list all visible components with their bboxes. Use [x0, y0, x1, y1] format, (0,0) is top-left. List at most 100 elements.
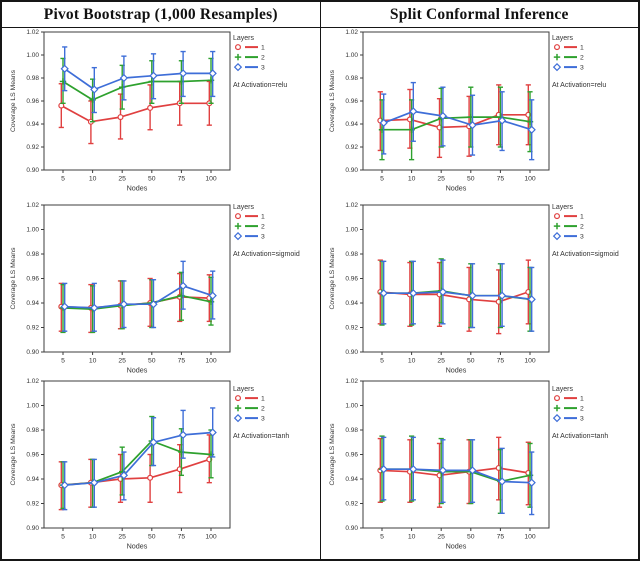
- y-tick-label: 0.98: [26, 75, 39, 82]
- column-title-pivot-bootstrap: Pivot Bootstrap (1,000 Resamples): [43, 5, 278, 23]
- chart-svg: 0.90 0.92 0.94 0.96 0.98 1.00 1.02 5 10 25 50 75 100…: [10, 202, 300, 375]
- y-tick-label: 0.90: [345, 525, 358, 532]
- series-line: [383, 468, 532, 484]
- chart-svg: 0.90 0.92 0.94 0.96 0.98 1.00 1.02 5 10 25 50 75 100…: [10, 29, 287, 192]
- activation-annotation: At Activation=tanh: [233, 433, 289, 440]
- y-tick-label: 0.96: [345, 276, 358, 283]
- x-tick-label: 50: [148, 176, 156, 183]
- panel-split-relu: 0.90 0.92 0.94 0.96 0.98 1.00 1.02 5 10 25 50 75 100…: [321, 28, 638, 193]
- legend-entry-label: 1: [580, 396, 584, 403]
- x-tick-label: 75: [178, 534, 186, 541]
- y-tick-label: 1.00: [26, 52, 39, 59]
- x-tick-label: 10: [408, 176, 416, 183]
- series-line: [62, 79, 212, 101]
- activation-annotation: At Activation=relu: [552, 82, 606, 89]
- y-tick-label: 0.98: [26, 251, 39, 258]
- y-tick-label: 0.90: [26, 349, 39, 356]
- legend: Layers 1 2 3: [552, 35, 584, 72]
- x-axis-label: Nodes: [446, 542, 467, 551]
- y-tick-label: 0.96: [26, 276, 39, 283]
- y-tick-label: 0.92: [345, 325, 358, 332]
- series-layer-3: [60, 46, 217, 114]
- legend-title: Layers: [552, 204, 574, 211]
- x-tick-label: 50: [467, 176, 475, 183]
- y-tick-label: 0.98: [345, 427, 358, 434]
- y-axis-label: Coverage LS Means: [329, 69, 336, 132]
- legend: Layers 1 2 3: [233, 204, 265, 241]
- y-axis-label: Coverage LS Means: [10, 69, 17, 132]
- series-layer-2: [378, 258, 534, 332]
- chart-svg: 0.90 0.92 0.94 0.96 0.98 1.00 1.02 5 10 25 50 75 100…: [329, 29, 606, 192]
- figure-header: Pivot Bootstrap (1,000 Resamples) Split …: [2, 2, 638, 28]
- x-tick-label: 25: [437, 358, 445, 365]
- legend-entry-label: 2: [580, 224, 584, 231]
- y-tick-label: 0.96: [345, 452, 358, 459]
- series-line: [383, 291, 532, 301]
- x-tick-label: 25: [118, 358, 126, 365]
- legend-entry-label: 2: [261, 224, 265, 231]
- series-line: [60, 102, 210, 123]
- x-tick-label: 100: [524, 534, 536, 541]
- axes: 0.90 0.92 0.94 0.96 0.98 1.00 1.02 5 10 25 50 75 100: [345, 202, 550, 365]
- x-tick-label: 10: [89, 534, 97, 541]
- legend: Layers 1 2 3: [552, 386, 584, 423]
- x-tick-label: 25: [437, 176, 445, 183]
- y-axis-label: Coverage LS Means: [10, 423, 17, 486]
- legend-entry-label: 3: [580, 416, 584, 423]
- y-tick-label: 0.92: [345, 144, 358, 151]
- series-layer-3: [60, 407, 217, 511]
- y-tick-label: 1.02: [345, 29, 358, 36]
- x-tick-label: 5: [380, 176, 384, 183]
- series-line: [382, 116, 531, 131]
- series-layer-3: [379, 81, 536, 161]
- activation-annotation: At Activation=relu: [233, 82, 287, 89]
- x-axis-label: Nodes: [127, 366, 148, 375]
- series-line: [64, 68, 213, 91]
- y-tick-label: 0.92: [345, 501, 358, 508]
- legend-title: Layers: [552, 386, 574, 393]
- y-tick-label: 0.94: [26, 121, 39, 128]
- y-tick-label: 1.02: [26, 202, 39, 209]
- column-title-split-conformal: Split Conformal Inference: [319, 2, 639, 27]
- series-layer-3: [60, 260, 217, 332]
- series-layer-2: [59, 271, 215, 334]
- column-split-conformal: 0.90 0.92 0.94 0.96 0.98 1.00 1.02 5 10 25 50 75 100…: [320, 28, 638, 559]
- series-line: [380, 113, 529, 129]
- legend-entry-label: 3: [580, 234, 584, 241]
- legend-title: Layers: [552, 35, 574, 42]
- x-tick-label: 25: [118, 534, 126, 541]
- series-line: [383, 110, 532, 131]
- panel-split-tanh: 0.90 0.92 0.94 0.96 0.98 1.00 1.02 5 10 25 50 75 100…: [321, 378, 638, 559]
- x-tick-label: 50: [148, 534, 156, 541]
- x-tick-label: 75: [178, 176, 186, 183]
- chart-svg: 0.90 0.92 0.94 0.96 0.98 1.00 1.02 5 10 25 50 75 100…: [10, 378, 289, 550]
- y-tick-label: 0.92: [26, 144, 39, 151]
- panel-split-sigmoid: 0.90 0.92 0.94 0.96 0.98 1.00 1.02 5 10 25 50 75 100…: [321, 193, 638, 378]
- y-tick-label: 0.90: [26, 167, 39, 174]
- x-tick-label: 25: [437, 534, 445, 541]
- chart-svg: 0.90 0.92 0.94 0.96 0.98 1.00 1.02 5 10 25 50 75 100…: [329, 202, 619, 374]
- y-tick-label: 0.96: [26, 98, 39, 105]
- y-tick-label: 1.00: [345, 52, 358, 59]
- series-line: [64, 285, 213, 309]
- series-layer-2: [378, 435, 534, 515]
- legend: Layers 1 2 3: [552, 204, 584, 241]
- x-tick-label: 25: [118, 176, 126, 183]
- y-tick-label: 0.90: [345, 349, 358, 356]
- x-tick-label: 5: [61, 358, 65, 365]
- panel-pivot-relu: 0.90 0.92 0.94 0.96 0.98 1.00 1.02 5 10 25 50 75 100…: [2, 28, 320, 193]
- y-tick-label: 1.02: [26, 29, 39, 36]
- series-layer-1: [58, 80, 213, 145]
- y-tick-label: 0.90: [345, 167, 358, 174]
- y-tick-label: 1.02: [345, 378, 358, 385]
- x-tick-label: 10: [408, 358, 416, 365]
- x-tick-label: 75: [178, 358, 186, 365]
- axes: 0.90 0.92 0.94 0.96 0.98 1.00 1.02 5 10 25 50 75 100: [345, 29, 550, 183]
- legend-entry-label: 2: [580, 406, 584, 413]
- series-layer-1: [58, 272, 213, 334]
- series-line: [61, 296, 210, 309]
- series-layer-1: [58, 434, 213, 511]
- activation-annotation: At Activation=tanh: [552, 433, 608, 440]
- x-tick-label: 5: [61, 534, 65, 541]
- y-tick-label: 0.96: [26, 452, 39, 459]
